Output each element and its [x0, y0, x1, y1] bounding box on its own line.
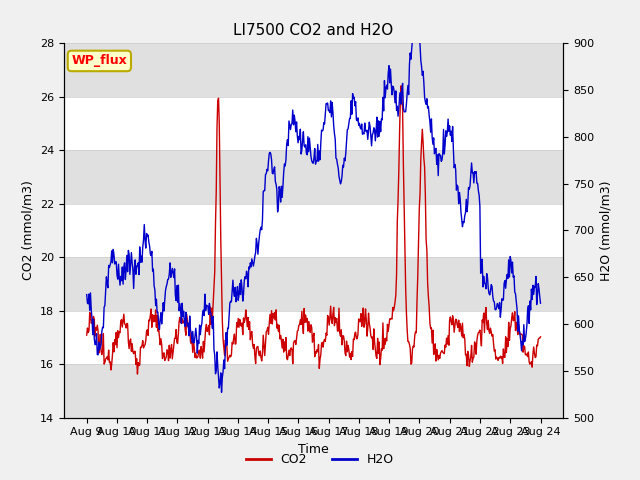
- Y-axis label: H2O (mmol/m3): H2O (mmol/m3): [600, 180, 612, 281]
- Bar: [64, 43, 563, 96]
- Legend: CO2, H2O: CO2, H2O: [241, 448, 399, 471]
- Text: WP_flux: WP_flux: [72, 54, 127, 67]
- Bar: [64, 150, 563, 204]
- Bar: [64, 257, 563, 311]
- X-axis label: Time: Time: [298, 443, 329, 456]
- Title: LI7500 CO2 and H2O: LI7500 CO2 and H2O: [234, 23, 394, 38]
- Bar: [64, 364, 563, 418]
- Y-axis label: CO2 (mmol/m3): CO2 (mmol/m3): [22, 180, 35, 280]
